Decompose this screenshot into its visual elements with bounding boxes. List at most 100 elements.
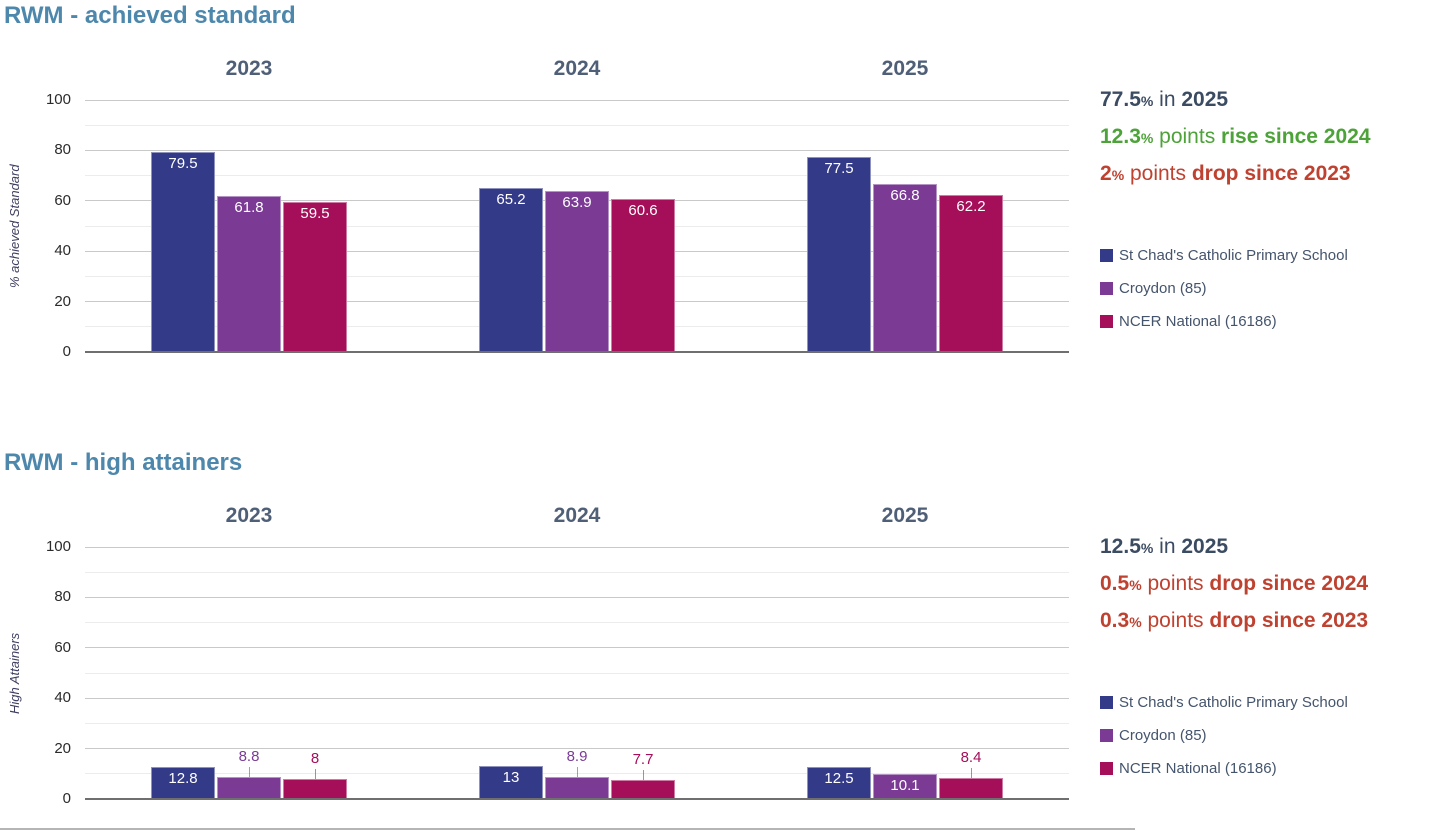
bar-value-label: 8.4 — [960, 749, 982, 766]
stat-text: in — [1153, 535, 1182, 558]
stats-block: 77.5% in 2025 12.3% points rise since 202… — [1100, 82, 1454, 193]
stat-line: 77.5% in 2025 — [1100, 82, 1454, 119]
legend-swatch — [1100, 282, 1113, 295]
legend-label: NCER National (16186) — [1119, 313, 1277, 330]
bar[interactable] — [807, 157, 871, 352]
bar[interactable] — [283, 202, 347, 352]
bar-value-label: 8.8 — [238, 748, 260, 765]
bar[interactable] — [479, 188, 543, 352]
bar[interactable] — [939, 778, 1003, 799]
plot-area: % achieved Standard 0 20 40 60 80 100 79.5 61.8… — [7, 91, 1069, 360]
y-axis-tick-label: 100 — [45, 91, 71, 108]
legend-item: St Chad's Catholic Primary School — [1100, 686, 1454, 719]
stats-block: 12.5% in 2025 0.5% points drop since 2024… — [1100, 529, 1454, 640]
gridline — [85, 722, 1069, 724]
bar[interactable] — [939, 195, 1003, 352]
label-leader-line — [971, 768, 972, 778]
plot-area: High Attainers 0 20 40 60 80 100 12.8 8.8 8 13 8.9… — [7, 538, 1069, 807]
bar-value-label: 62.2 — [956, 198, 986, 215]
y-axis-title: % achieved Standard — [7, 164, 22, 288]
bar[interactable] — [217, 196, 281, 352]
stat-text: points — [1153, 125, 1222, 148]
gridline — [85, 175, 1069, 177]
bar-value-label: 77.5 — [824, 160, 854, 177]
stat-value: 12.5 — [1100, 535, 1141, 558]
bar-value-label: 8 — [310, 750, 320, 767]
chart-title: RWM - high attainers — [4, 449, 243, 476]
percent-sign: % — [1140, 93, 1154, 109]
stat-value: 0.5 — [1100, 572, 1130, 595]
gridline — [85, 697, 1069, 699]
gridline — [85, 622, 1069, 624]
legend-item: Croydon (85) — [1100, 272, 1454, 305]
chart-row: 2023 2024 2025 % achieved Standard 0 20 40 60… — [0, 56, 1454, 360]
bar-value-label: 79.5 — [168, 155, 198, 172]
stat-text: points — [1124, 162, 1192, 185]
y-axis-tick-label: 100 — [45, 538, 71, 555]
y-axis-tick-label: 60 — [54, 191, 71, 209]
bar[interactable] — [479, 766, 543, 799]
stat-text: points — [1141, 572, 1210, 595]
stat-emphasis: rise since 2024 — [1221, 125, 1371, 148]
summary-panel: 77.5% in 2025 12.3% points rise since 202… — [1100, 56, 1454, 352]
y-axis-tick-label: 0 — [62, 790, 71, 807]
y-axis-title: High Attainers — [7, 632, 22, 714]
bar[interactable] — [807, 767, 871, 799]
stat-value: 2 — [1100, 162, 1112, 185]
stat-emphasis: drop since 2023 — [1191, 162, 1351, 185]
gridline — [85, 546, 1069, 548]
stat-emphasis: 2025 — [1181, 88, 1229, 111]
bar-value-label: 8.9 — [566, 748, 588, 765]
plot-column: 2023 2024 2025 % achieved Standard 0 20 40 60… — [0, 56, 1069, 360]
bar[interactable] — [151, 152, 215, 352]
stat-value: 0.3 — [1100, 609, 1130, 632]
category-header: 2023 — [225, 57, 273, 80]
label-leader-line — [643, 770, 644, 780]
legend-item: Croydon (85) — [1100, 719, 1454, 752]
gridline — [85, 124, 1069, 126]
bar[interactable] — [873, 184, 937, 352]
section-divider — [0, 828, 1135, 830]
gridline — [85, 748, 1069, 750]
bar-value-label: 13 — [502, 769, 520, 786]
legend: St Chad's Catholic Primary School Croydon… — [1100, 239, 1454, 338]
category-header: 2023 — [225, 504, 273, 527]
chart-title: RWM - achieved standard — [4, 2, 296, 29]
y-axis-tick-label: 40 — [54, 689, 71, 707]
bar[interactable] — [545, 191, 609, 352]
legend-swatch — [1100, 762, 1113, 775]
percent-sign: % — [1140, 130, 1154, 146]
gridline — [85, 99, 1069, 101]
legend-swatch — [1100, 729, 1113, 742]
stat-value: 12.3 — [1100, 125, 1141, 148]
stat-emphasis: drop since 2024 — [1209, 572, 1369, 595]
gridline — [85, 596, 1069, 598]
plot-column: 2023 2024 2025 High Attainers 0 20 40 60 80 100… — [0, 503, 1069, 807]
bar[interactable] — [217, 777, 281, 799]
gridline — [85, 647, 1069, 649]
bar[interactable] — [611, 780, 675, 799]
legend-label: Croydon (85) — [1119, 727, 1207, 744]
bar-value-label: 12.8 — [168, 770, 198, 787]
gridline — [85, 149, 1069, 151]
bar[interactable] — [611, 199, 675, 352]
bar-value-label: 66.8 — [890, 187, 920, 204]
stat-line: 0.3% points drop since 2023 — [1100, 603, 1454, 640]
legend-label: St Chad's Catholic Primary School — [1119, 247, 1348, 264]
legend-label: Croydon (85) — [1119, 280, 1207, 297]
y-axis-tick-label: 20 — [54, 739, 71, 757]
bar[interactable] — [545, 777, 609, 799]
legend-swatch — [1100, 696, 1113, 709]
percent-sign: % — [1129, 614, 1142, 630]
category-header: 2024 — [553, 57, 601, 80]
stat-emphasis: drop since 2023 — [1209, 609, 1369, 632]
chart-section-high-attainers: RWM - high attainers 2023 2024 2025 High A… — [0, 447, 1454, 807]
y-axis-tick-label: 0 — [62, 343, 71, 360]
percent-sign: % — [1129, 577, 1142, 593]
legend-item: St Chad's Catholic Primary School — [1100, 239, 1454, 272]
chart-row: 2023 2024 2025 High Attainers 0 20 40 60 80 100… — [0, 503, 1454, 807]
category-header: 2025 — [881, 57, 929, 80]
bar[interactable] — [283, 779, 347, 799]
x-axis-line — [85, 351, 1069, 353]
percent-sign: % — [1111, 167, 1125, 183]
